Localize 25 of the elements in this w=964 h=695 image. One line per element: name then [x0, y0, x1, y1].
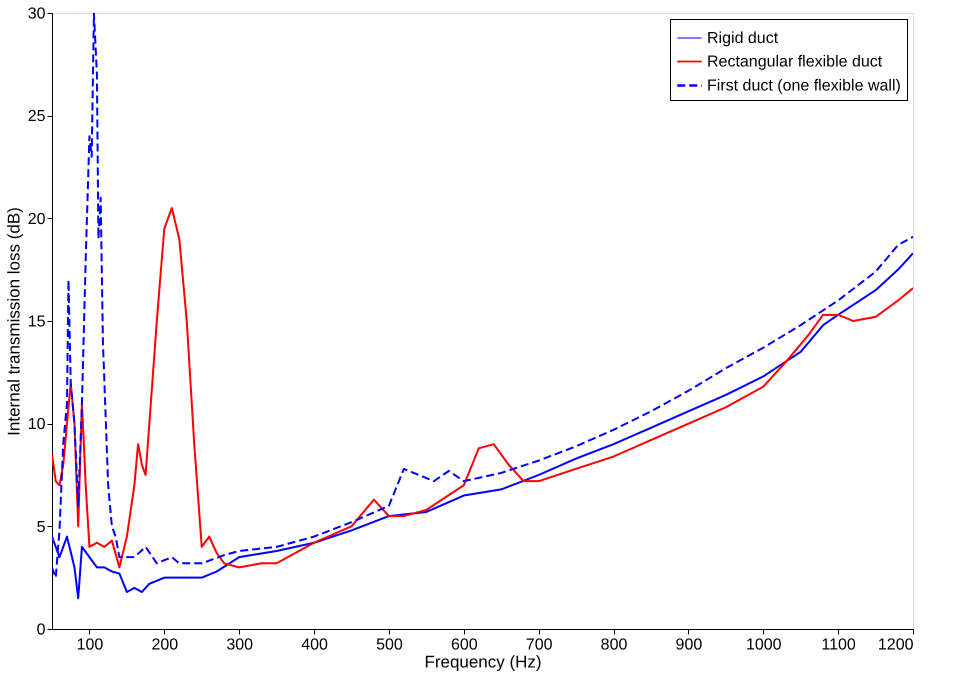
- x-tick-label: 1100: [821, 636, 856, 654]
- y-tick-label: 5: [36, 518, 46, 536]
- y-tick-label: 25: [28, 108, 46, 126]
- y-tick-label: 15: [28, 314, 46, 330]
- y-tick-label: 30: [28, 6, 46, 22]
- legend-label: First duct (one flexible wall): [707, 78, 901, 94]
- legend-label: Rigid duct: [707, 30, 779, 47]
- x-tick-label: 600: [450, 636, 478, 654]
- y-tick-label: 0: [36, 622, 46, 638]
- x-tick-label: 500: [376, 636, 403, 654]
- x-tick-label: 400: [301, 636, 328, 654]
- x-tick-label: 100: [76, 636, 104, 654]
- x-tick-label: 200: [151, 636, 178, 654]
- x-tick-label: 800: [600, 636, 628, 654]
- y-tick-label: 20: [28, 210, 46, 228]
- x-tick-label: 1200: [878, 636, 914, 654]
- x-tick-label: 300: [226, 636, 254, 654]
- y-axis-title: Internal transmission loss (dB): [4, 207, 24, 436]
- x-tick-label: 1000: [746, 636, 782, 654]
- x-axis-title: Frequency (Hz): [424, 652, 542, 672]
- legend-label: Rectangular flexible duct: [707, 54, 883, 70]
- line-series: [52, 207, 913, 568]
- x-tick-label: 900: [676, 636, 702, 654]
- y-tick-label: 10: [28, 416, 46, 434]
- x-tick-label: 700: [526, 636, 553, 654]
